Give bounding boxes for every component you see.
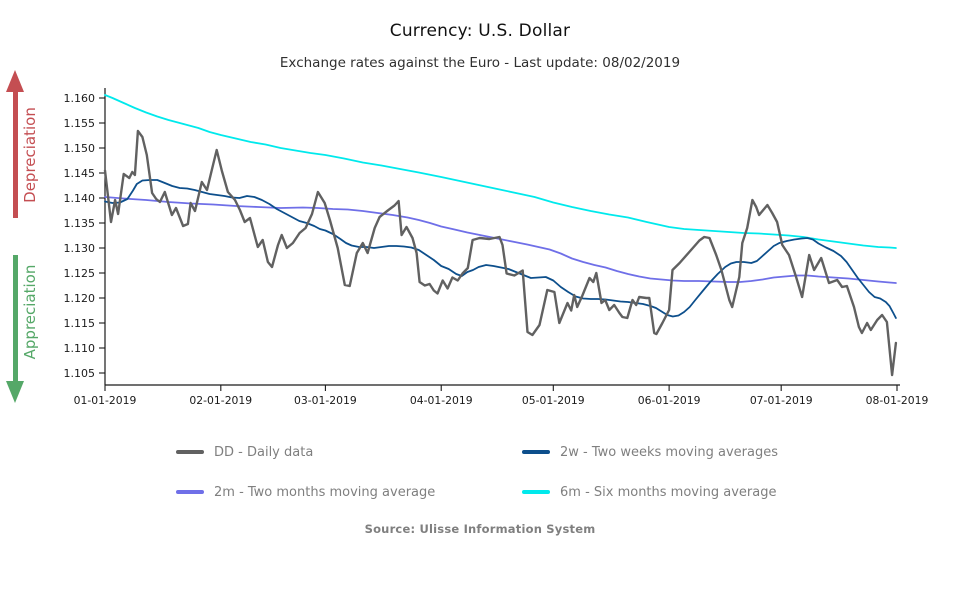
arrow-down-shaft bbox=[12, 255, 18, 381]
y-tick-label: 1.160 bbox=[64, 92, 96, 105]
x-tick-label: 08-01-2019 bbox=[866, 394, 929, 407]
legend-item-6m: 6m - Six months moving average bbox=[522, 483, 776, 501]
page-title: Currency: U.S. Dollar bbox=[389, 21, 571, 41]
x-tick-label: 04-01-2019 bbox=[410, 394, 473, 407]
y-tick-label: 1.155 bbox=[64, 117, 96, 130]
legend-item-2w: 2w - Two weeks moving averages bbox=[522, 443, 778, 461]
legend-label-dd: DD - Daily data bbox=[214, 444, 314, 460]
chart-subtitle: Exchange rates against the Euro - Last u… bbox=[279, 55, 681, 71]
source-note: Source: Ulisse Information System bbox=[364, 522, 596, 536]
y-tick-label: 1.125 bbox=[64, 267, 96, 280]
y-tick-label: 1.105 bbox=[64, 367, 96, 380]
legend-swatch-2m bbox=[176, 490, 204, 494]
y-tick-label: 1.140 bbox=[64, 192, 96, 205]
arrow-up-shaft bbox=[12, 92, 18, 218]
appreciation-arrow-icon bbox=[6, 255, 24, 403]
legend-label-2m: 2m - Two months moving average bbox=[214, 484, 436, 500]
x-tick-label: 05-01-2019 bbox=[522, 394, 585, 407]
legend-label-2w: 2w - Two weeks moving averages bbox=[560, 444, 778, 460]
y-tick-label: 1.110 bbox=[64, 342, 96, 355]
y-tick-label: 1.135 bbox=[64, 217, 96, 230]
legend-label-6m: 6m - Six months moving average bbox=[560, 484, 777, 500]
x-tick-label: 06-01-2019 bbox=[638, 394, 701, 407]
x-tick-label: 02-01-2019 bbox=[189, 394, 252, 407]
series-line-dd bbox=[103, 129, 898, 377]
legend-swatch-6m bbox=[522, 490, 550, 494]
y-tick-label: 1.145 bbox=[64, 167, 96, 180]
arrow-up-head bbox=[6, 70, 24, 92]
x-tick-label: 07-01-2019 bbox=[750, 394, 813, 407]
depreciation-arrow-icon bbox=[6, 70, 24, 218]
y-tick-label: 1.115 bbox=[64, 317, 96, 330]
x-tick-label: 03-01-2019 bbox=[294, 394, 357, 407]
x-tick-label: 01-01-2019 bbox=[74, 394, 137, 407]
legend-swatch-dd bbox=[176, 450, 204, 454]
y-tick-label: 1.120 bbox=[64, 292, 96, 305]
y-tick-label: 1.150 bbox=[64, 142, 96, 155]
legend-item-2m: 2m - Two months moving average bbox=[176, 483, 435, 501]
arrow-down-head bbox=[6, 381, 24, 403]
legend-item-dd: DD - Daily data bbox=[176, 443, 313, 461]
series-line-2m bbox=[104, 196, 897, 284]
legend-swatch-2w bbox=[522, 450, 550, 454]
y-tick-label: 1.130 bbox=[64, 242, 96, 255]
series-line-2w bbox=[104, 179, 897, 319]
